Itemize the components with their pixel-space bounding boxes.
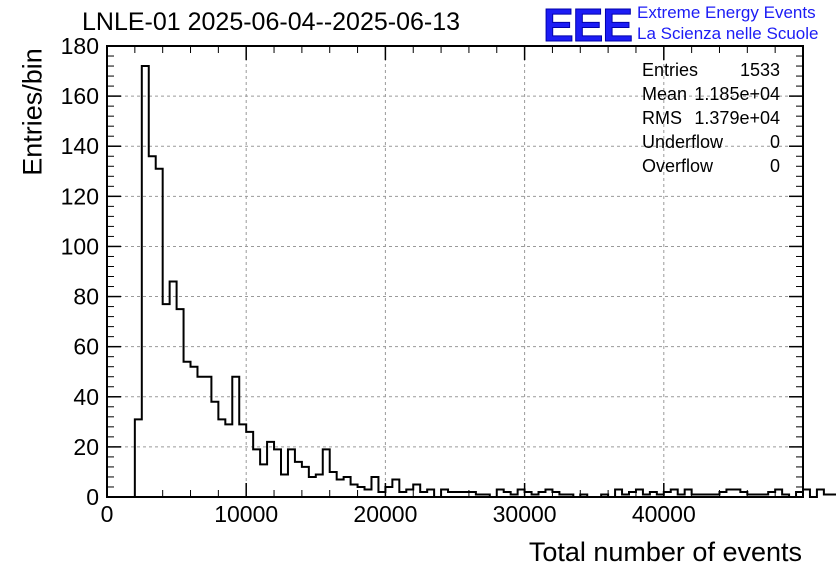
y-axis-label: Entries/bin — [17, 48, 48, 176]
y-tick-label: 0 — [86, 484, 99, 510]
stat-row-overflow: Overflow 0 — [642, 154, 780, 178]
y-tick-label: 40 — [73, 384, 99, 410]
y-tick-label: 60 — [73, 334, 99, 360]
y-tick-label: 120 — [61, 183, 99, 209]
x-tick-label: 30000 — [493, 501, 557, 527]
y-tick-label: 20 — [73, 434, 99, 460]
stat-row-rms: RMS 1.379e+04 — [642, 106, 780, 130]
y-tick-label: 140 — [61, 133, 99, 159]
stat-row-entries: Entries 1533 — [642, 58, 780, 82]
stat-value: 0 — [769, 132, 780, 152]
logo-line-2: La Scienza nelle Scuole — [637, 24, 819, 43]
y-tick-label: 80 — [73, 284, 99, 310]
x-tick-label: 40000 — [632, 501, 696, 527]
y-tick-label: 160 — [61, 83, 99, 109]
y-tick-label: 180 — [61, 33, 99, 59]
stat-value: 1.379e+04 — [694, 108, 780, 128]
stat-label: RMS — [642, 108, 682, 128]
logo-line-1: Extreme Energy Events — [637, 3, 816, 22]
stat-label: Underflow — [642, 132, 724, 152]
stat-row-underflow: Underflow 0 — [642, 130, 780, 154]
y-tick-label: 100 — [61, 233, 99, 259]
stat-value: 1.185e+04 — [694, 84, 780, 104]
x-tick-label: 0 — [101, 501, 114, 527]
stat-label: Overflow — [642, 156, 714, 176]
stat-label: Mean — [642, 84, 688, 104]
eee-logo: EEE — [542, 0, 633, 51]
stat-label: Entries — [642, 60, 699, 80]
x-tick-label: 10000 — [214, 501, 278, 527]
chart-title: LNLE-01 2025-06-04--2025-06-13 — [82, 8, 461, 36]
stat-value: 1533 — [739, 60, 780, 80]
stat-row-mean: Mean 1.185e+04 — [642, 82, 780, 106]
x-tick-label: 20000 — [353, 501, 417, 527]
stat-value: 0 — [769, 156, 780, 176]
stats-box: Entries 1533 Mean 1.185e+04 RMS 1.379e+0… — [642, 58, 780, 178]
plot-frame — [106, 45, 804, 498]
x-axis-label: Total number of events — [528, 537, 802, 567]
